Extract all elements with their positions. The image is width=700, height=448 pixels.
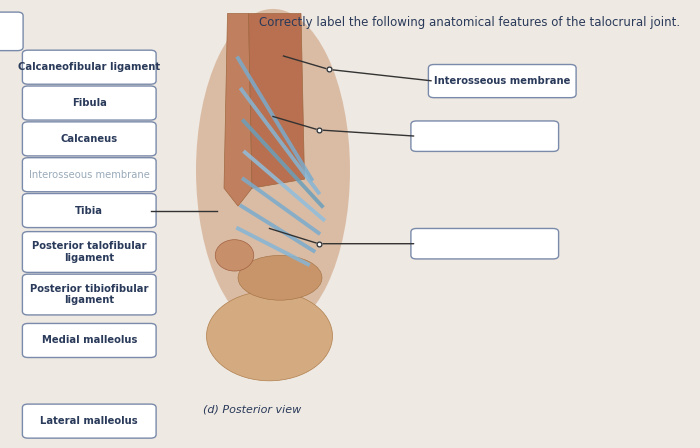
FancyBboxPatch shape: [22, 194, 156, 228]
Text: Interosseous membrane: Interosseous membrane: [29, 170, 150, 180]
FancyBboxPatch shape: [428, 65, 576, 98]
Polygon shape: [224, 13, 252, 206]
Ellipse shape: [238, 255, 322, 300]
Ellipse shape: [206, 291, 332, 381]
Text: Posterior tibiofibular
ligament: Posterior tibiofibular ligament: [30, 284, 148, 306]
Text: Interosseous membrane: Interosseous membrane: [434, 76, 570, 86]
FancyBboxPatch shape: [22, 86, 156, 120]
FancyBboxPatch shape: [22, 122, 156, 156]
FancyBboxPatch shape: [22, 323, 156, 358]
FancyBboxPatch shape: [411, 228, 559, 259]
Text: Fibula: Fibula: [72, 98, 106, 108]
FancyBboxPatch shape: [22, 232, 156, 272]
FancyBboxPatch shape: [22, 274, 156, 315]
Text: Calcaneus: Calcaneus: [61, 134, 118, 144]
FancyBboxPatch shape: [22, 50, 156, 84]
Text: (d) Posterior view: (d) Posterior view: [203, 405, 301, 415]
Text: Posterior talofibular
ligament: Posterior talofibular ligament: [32, 241, 146, 263]
FancyBboxPatch shape: [0, 12, 23, 51]
Polygon shape: [248, 13, 304, 188]
FancyBboxPatch shape: [411, 121, 559, 151]
Ellipse shape: [216, 240, 253, 271]
Text: Calcaneofibular ligament: Calcaneofibular ligament: [18, 62, 160, 72]
Ellipse shape: [196, 9, 350, 332]
FancyBboxPatch shape: [22, 404, 156, 438]
Text: Lateral malleolus: Lateral malleolus: [41, 416, 138, 426]
FancyBboxPatch shape: [22, 158, 156, 192]
Text: Correctly label the following anatomical features of the talocrural joint.: Correctly label the following anatomical…: [259, 16, 680, 29]
Text: Tibia: Tibia: [76, 206, 104, 215]
Text: Medial malleolus: Medial malleolus: [41, 336, 137, 345]
